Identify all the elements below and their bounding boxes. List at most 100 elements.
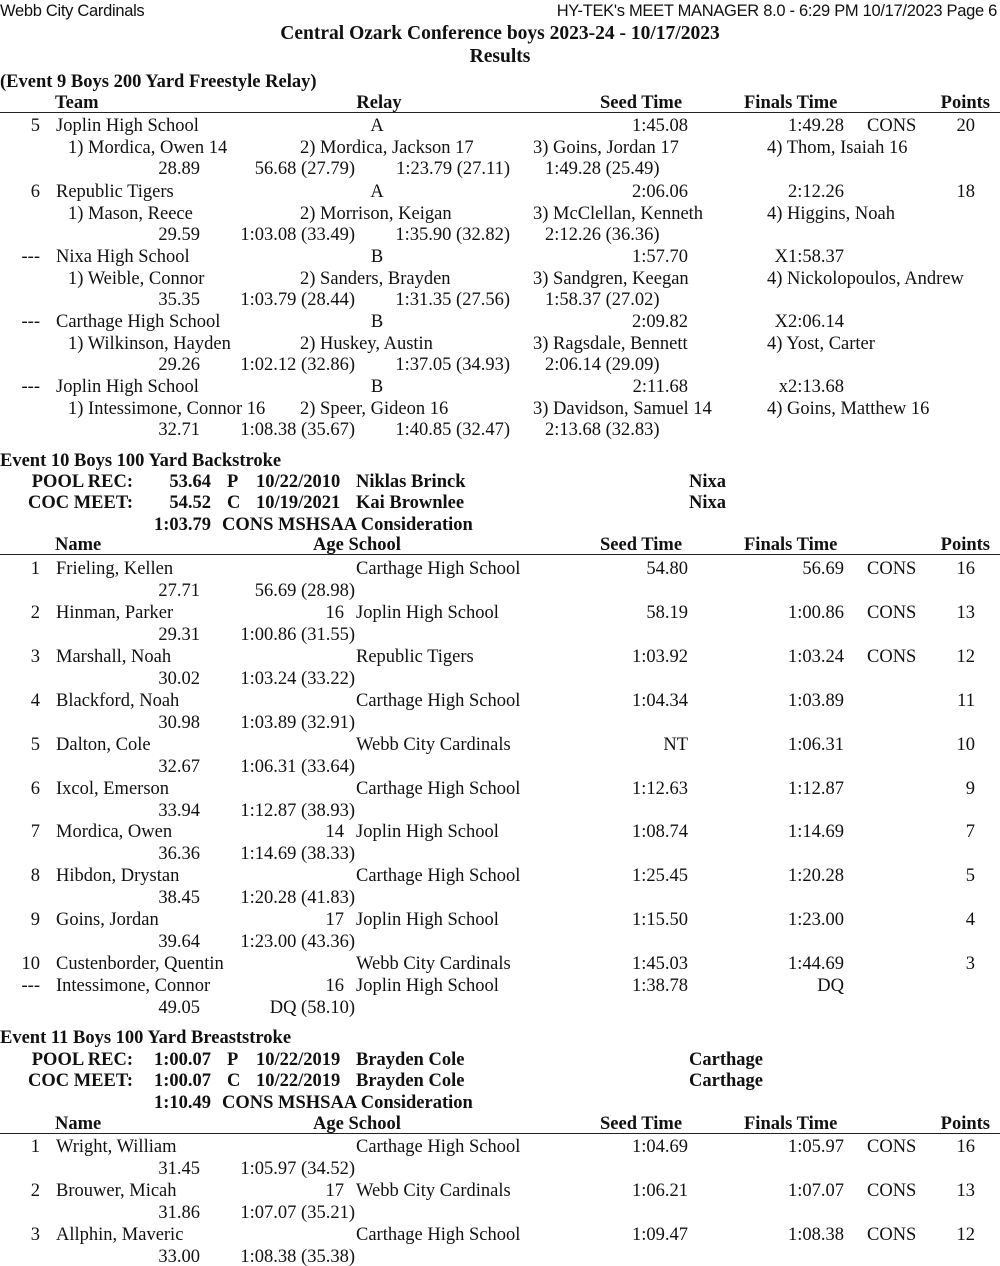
- place: 4: [30, 691, 40, 711]
- points: 10: [956, 735, 976, 755]
- cons-flag: CONS: [867, 603, 917, 623]
- split: 32.71: [158, 420, 200, 441]
- cons-flag: CONS: [867, 1137, 917, 1157]
- swimmer-name: Hibdon, Drystan: [56, 866, 180, 886]
- split: 32.67: [158, 756, 200, 777]
- relay-swimmer: 3) Ragsdale, Bennett: [533, 333, 688, 354]
- finals-time: 1:20.28: [787, 866, 844, 886]
- team-name: Carthage High School: [56, 312, 221, 332]
- record-time: 1:00.07: [153, 1071, 211, 1092]
- column-header-finals-time: Finals Time: [744, 93, 838, 113]
- points: 5: [965, 866, 975, 886]
- split: 29.26: [158, 355, 200, 376]
- finals-time: 1:08.38: [787, 1225, 844, 1245]
- points: 13: [956, 603, 976, 623]
- seed-time: 1:45.03: [631, 954, 688, 974]
- record-time: 1:00.07: [153, 1050, 211, 1070]
- school: Webb City Cardinals: [356, 1181, 511, 1201]
- relay-swimmer: 4) Yost, Carter: [767, 333, 875, 354]
- swimmer-name: Frieling, Kellen: [56, 559, 174, 579]
- split: 1:12.87 (38.93): [240, 800, 355, 821]
- column-header-age-school: Age School: [313, 1114, 401, 1134]
- place: 2: [30, 1181, 40, 1201]
- school: Webb City Cardinals: [356, 954, 511, 974]
- record-holder: Brayden Cole: [356, 1050, 465, 1070]
- split: 39.64: [158, 931, 200, 952]
- finals-time: x2:13.68: [778, 377, 844, 397]
- split: 29.59: [158, 225, 200, 246]
- seed-time: 1:25.45: [631, 866, 688, 886]
- relay-swimmer: 4) Thom, Isaiah 16: [767, 137, 908, 158]
- team-name: Joplin High School: [56, 377, 199, 397]
- relay-swimmer: 4) Higgins, Noah: [767, 203, 895, 224]
- place: 5: [30, 116, 40, 136]
- column-header-relay: Relay: [356, 93, 402, 113]
- seed-time: 1:04.69: [631, 1137, 688, 1157]
- split: 31.86: [158, 1202, 200, 1223]
- split: 1:40.85 (32.47): [395, 420, 510, 441]
- standard-time: 1:03.79: [153, 514, 211, 535]
- seed-time: 1:57.70: [631, 247, 688, 267]
- split: 1:03.24 (33.22): [240, 668, 355, 689]
- cons-flag: CONS: [867, 647, 917, 667]
- relay-swimmer: 2) Mordica, Jackson 17: [300, 137, 474, 158]
- finals-time: 1:05.97: [787, 1137, 844, 1157]
- seed-time: 1:15.50: [631, 910, 688, 930]
- record-code: P: [227, 472, 239, 492]
- event-title: Event 11 Boys 100 Yard Breaststroke: [0, 1028, 292, 1048]
- seed-time: 54.80: [646, 559, 688, 579]
- column-header-seed-time: Seed Time: [600, 535, 683, 555]
- seed-time: 2:09.82: [631, 312, 688, 332]
- seed-time: 1:09.47: [631, 1225, 688, 1245]
- seed-time: 2:11.68: [632, 377, 688, 397]
- age: 17: [325, 1181, 345, 1201]
- record-time: 53.64: [169, 472, 211, 492]
- swimmer-name: Custenborder, Quentin: [56, 954, 224, 974]
- relay-letter: A: [370, 182, 384, 202]
- relay-swimmer: 2) Speer, Gideon 16: [300, 398, 449, 419]
- split: 1:05.97 (34.52): [240, 1158, 355, 1179]
- swimmer-name: Brouwer, Micah: [56, 1181, 177, 1201]
- finals-time: DQ: [817, 976, 844, 996]
- split: 1:23.79 (27.11): [396, 159, 510, 180]
- team-name: Joplin High School: [56, 116, 199, 136]
- seed-time: 1:03.92: [631, 647, 688, 667]
- record-code: C: [227, 1071, 241, 1092]
- split: 1:20.28 (41.83): [240, 887, 355, 908]
- record-school: Nixa: [689, 493, 726, 514]
- split: 1:14.69 (38.33): [240, 843, 355, 864]
- swimmer-name: Hinman, Parker: [56, 603, 174, 623]
- seed-time: 58.19: [646, 603, 688, 623]
- record-school: Nixa: [689, 472, 726, 492]
- place: 8: [30, 866, 40, 886]
- seed-time: 1:12.63: [631, 779, 688, 799]
- column-header-team: Name: [55, 535, 102, 555]
- record-date: 10/22/2019: [256, 1050, 341, 1070]
- relay-swimmer: 3) McClellan, Kenneth: [533, 203, 704, 224]
- place: 6: [30, 779, 40, 799]
- meet-title: Central Ozark Conference boys 2023-24 - …: [280, 23, 720, 44]
- cons-flag: CONS: [867, 116, 917, 136]
- report-software-info: HY-TEK's MEET MANAGER 8.0 - 6:29 PM 10/1…: [556, 2, 998, 20]
- points: 11: [957, 691, 975, 711]
- finals-time: 1:14.69: [787, 822, 844, 842]
- age: 14: [325, 822, 345, 842]
- age: 17: [325, 910, 345, 930]
- place: 1: [30, 1137, 40, 1157]
- seed-time: 1:08.74: [631, 822, 688, 842]
- place: 3: [30, 1225, 40, 1245]
- relay-letter: B: [370, 312, 384, 332]
- split: 1:06.31 (33.64): [240, 756, 355, 777]
- split: 2:12.26 (36.36): [545, 225, 660, 246]
- swimmer-name: Wright, William: [56, 1137, 177, 1157]
- age: 16: [325, 603, 345, 623]
- split: 1:37.05 (34.93): [395, 355, 510, 376]
- age: 16: [325, 976, 345, 996]
- split: 2:13.68 (32.83): [545, 420, 660, 441]
- record-date: 10/19/2021: [256, 493, 341, 514]
- finals-time: 1:44.69: [787, 954, 844, 974]
- split: 1:08.38 (35.67): [240, 420, 355, 441]
- seed-time: 1:06.21: [631, 1181, 688, 1201]
- record-time: 54.52: [169, 493, 211, 514]
- column-header-points: Points: [940, 93, 990, 113]
